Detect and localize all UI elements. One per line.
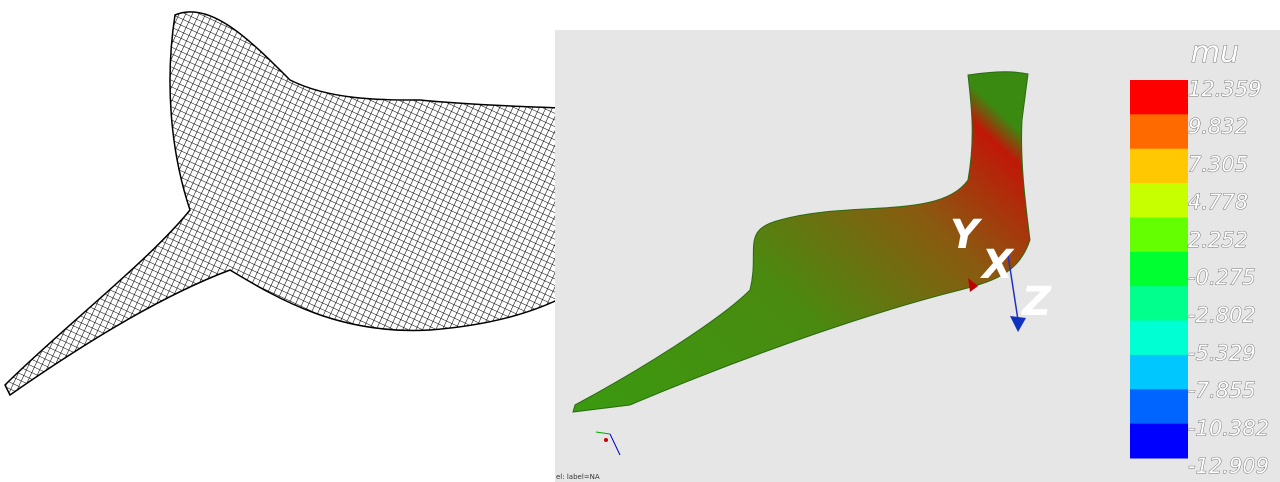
legend-swatch — [1130, 321, 1188, 356]
legend-label: -2.802 — [1188, 303, 1256, 327]
legend-swatch — [1130, 183, 1188, 218]
scene: Y X Z el: label=NA mu 12.359 9.832 7.305 4.… — [0, 0, 1280, 482]
legend-label: -12.909 — [1188, 454, 1269, 478]
legend-swatch — [1130, 252, 1188, 287]
legend-label: -7.855 — [1188, 379, 1256, 403]
legend-label: 9.832 — [1188, 115, 1248, 139]
legend-swatch — [1130, 286, 1188, 321]
legend-swatch — [1130, 114, 1188, 149]
legend-label: 4.778 — [1188, 190, 1248, 214]
legend-swatch — [1130, 355, 1188, 390]
legend-label: -0.275 — [1188, 266, 1256, 290]
legend-label: 7.305 — [1188, 152, 1248, 176]
legend-swatch — [1130, 80, 1188, 115]
legend-label: 12.359 — [1188, 77, 1261, 101]
legend-label: -5.329 — [1188, 341, 1256, 365]
axis-x: X — [979, 242, 1015, 288]
legend-label: -10.382 — [1188, 416, 1269, 440]
legend-title: mu — [1191, 35, 1239, 70]
axis-y: Y — [950, 212, 983, 258]
legend-swatch — [1130, 389, 1188, 424]
legend-swatch — [1130, 149, 1188, 184]
legend-swatch — [1130, 424, 1188, 459]
footer: el: label=NA — [556, 473, 600, 481]
legend-swatch — [1130, 217, 1188, 252]
legend-label: 2.252 — [1188, 228, 1248, 252]
axis-z: Z — [1020, 279, 1052, 325]
